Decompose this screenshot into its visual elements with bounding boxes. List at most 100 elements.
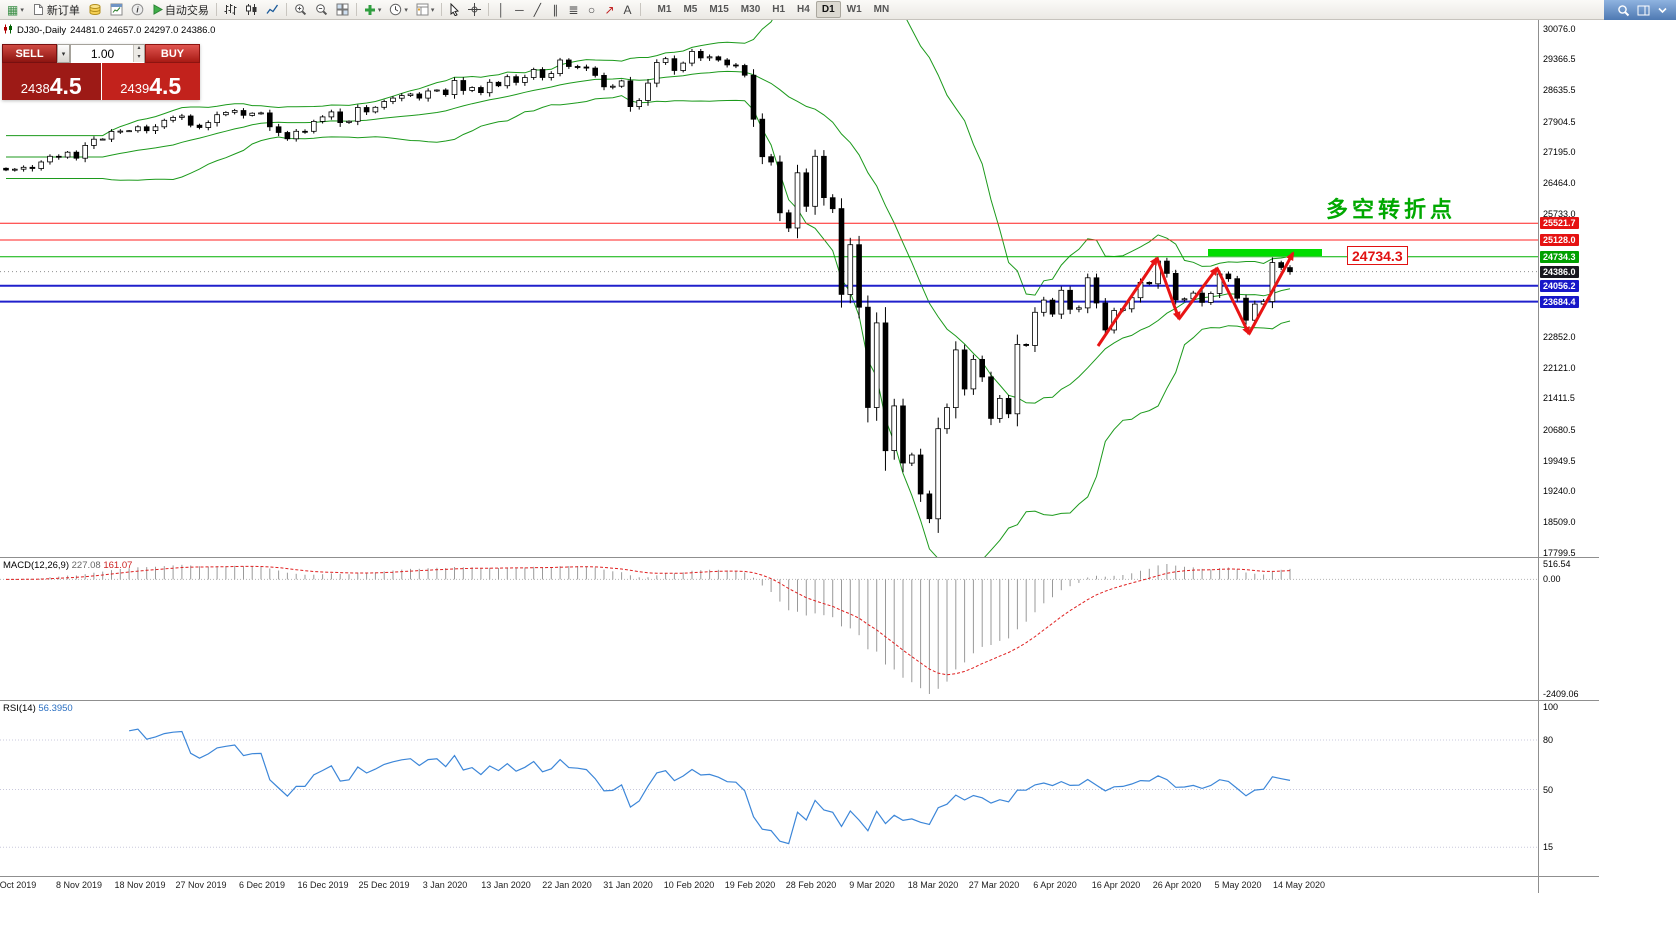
volume-increase-button[interactable]: ▴	[134, 45, 144, 54]
sell-price-prefix: 2438	[20, 80, 50, 96]
price-callout-label[interactable]: 24734.3	[1347, 246, 1408, 265]
collapse-toolbar-icon[interactable]	[1657, 5, 1668, 16]
zoom-out-button[interactable]	[311, 1, 332, 19]
date-label: 27 Nov 2019	[175, 880, 227, 890]
price-badge: 24056.2	[1540, 280, 1579, 292]
chart-annotation-text[interactable]: 多空转折点	[1326, 197, 1457, 222]
trendline-button[interactable]: ╱	[528, 1, 546, 19]
tile-windows-button[interactable]	[332, 1, 353, 19]
market-watch-button[interactable]	[84, 1, 106, 19]
timeframe-m1-button[interactable]: M1	[657, 4, 672, 15]
bollinger-middle-line	[6, 70, 1291, 404]
macd-rsi-separator[interactable]	[0, 700, 1599, 701]
vertical-line-icon: │	[497, 2, 506, 17]
rsi-line	[128, 728, 1291, 845]
timeframe-h1-button[interactable]: H1	[772, 4, 786, 15]
date-label: Oct 2019	[0, 880, 37, 890]
charts-grid-button[interactable]: ▦ ▾	[3, 1, 28, 19]
text-button[interactable]: A	[619, 1, 637, 19]
buy-button[interactable]: BUY	[145, 44, 200, 63]
arrows-button[interactable]: ↗	[600, 1, 618, 19]
horizontal-line-button[interactable]: ─	[510, 1, 528, 19]
timeframe-m15-button[interactable]: M15	[709, 4, 729, 15]
shapes-button[interactable]: ○	[582, 1, 600, 19]
macd-chart[interactable]	[0, 558, 1538, 700]
vertical-line-button[interactable]: │	[492, 1, 510, 19]
macd-histogram	[14, 564, 1291, 694]
price-axis-label: 26464.0	[1543, 178, 1576, 188]
macd-value: 227.08	[71, 560, 101, 571]
shapes-icon: ○	[587, 2, 596, 17]
timeframe-d1-button[interactable]: D1	[815, 1, 841, 18]
cursor-button[interactable]	[445, 1, 464, 19]
macd-axis-label: -2409.06	[1543, 689, 1579, 699]
new-order-button-label: 新订单	[46, 4, 80, 17]
price-axis[interactable]: 30076.0 29366.5 28635.5 27904.5 27195.0 26464…	[1538, 20, 1599, 893]
timeframe-m5-button[interactable]: M5	[683, 4, 698, 15]
sell-price-big-digits: 4.5	[49, 73, 82, 100]
macd-indicator-panel[interactable]: MACD(12,26,9) 227.08 161.07	[0, 558, 1538, 700]
candlestick-type-button[interactable]	[241, 1, 262, 19]
volume-input[interactable]	[71, 45, 144, 63]
toolbar-right-controls	[1604, 0, 1676, 20]
price-axis-label: 29366.5	[1543, 54, 1576, 64]
rsi-name: RSI(14)	[3, 703, 36, 714]
toolbar-separator	[285, 3, 287, 16]
date-axis[interactable]: Oct 2019 8 Nov 2019 18 Nov 2019 27 Nov 2019…	[0, 877, 1538, 893]
timeframe-h4-button[interactable]: H4	[797, 4, 810, 15]
timeframe-w1-button[interactable]: W1	[846, 4, 862, 15]
price-axis-label: 30076.0	[1543, 24, 1576, 34]
line-chart-type-button[interactable]	[262, 1, 283, 19]
charts-grid-icon: ▦	[7, 2, 19, 17]
search-icon[interactable]	[1617, 4, 1630, 17]
rsi-chart[interactable]	[0, 701, 1538, 876]
info-button[interactable]: i	[127, 1, 148, 19]
templates-button[interactable]: ▾	[412, 1, 439, 19]
buy-price-prefix: 2439	[120, 80, 150, 96]
price-badge: 25128.0	[1540, 234, 1579, 246]
price-axis-label: 19949.5	[1543, 456, 1576, 466]
arrows-icon: ↗	[604, 2, 615, 17]
timeframe-m30-button[interactable]: M30	[740, 4, 761, 15]
chart-macd-separator[interactable]	[0, 557, 1599, 558]
buy-price-big-digits: 4.5	[149, 73, 182, 100]
timeframe-toolbar: M1 M5 M15 M30 H1 H4 D1 W1 MN	[652, 0, 896, 20]
zoom-in-button[interactable]	[290, 1, 311, 19]
candles-layer	[3, 48, 1293, 533]
candlestick-chart[interactable]	[0, 20, 1538, 557]
date-label: 10 Feb 2020	[663, 880, 715, 890]
timeframe-mn-button[interactable]: MN	[873, 4, 890, 15]
periods-button[interactable]: ▾	[385, 1, 412, 19]
buy-price-display[interactable]: 2439 4.5	[101, 63, 200, 100]
price-axis-label: 18509.0	[1543, 517, 1576, 527]
trend-zigzag-arrows[interactable]	[1096, 251, 1295, 347]
chart-window-button[interactable]	[106, 1, 127, 19]
rsi-indicator-panel[interactable]: RSI(14) 56.3950	[0, 701, 1538, 876]
macd-signal-value: 161.07	[103, 560, 133, 571]
price-axis-label: 17799.5	[1543, 548, 1576, 558]
price-chart-area[interactable]	[0, 20, 1538, 557]
crosshair-button[interactable]	[464, 1, 485, 19]
chart-icon	[3, 24, 13, 37]
date-label: 19 Feb 2020	[724, 880, 776, 890]
channel-button[interactable]: ∥	[546, 1, 564, 19]
caret-down-icon: ▾	[430, 6, 435, 14]
sell-price-display[interactable]: 2438 4.5	[2, 63, 101, 100]
indicators-button[interactable]: ▾	[360, 1, 386, 19]
new-order-button[interactable]: 新订单	[28, 1, 84, 19]
date-label: 18 Mar 2020	[907, 880, 959, 890]
price-badge: 25521.7	[1540, 217, 1579, 229]
date-label: 27 Mar 2020	[968, 880, 1020, 890]
bar-chart-type-button[interactable]	[220, 1, 241, 19]
sell-button[interactable]: SELL	[2, 44, 57, 63]
volume-dropdown-button[interactable]: ▾	[57, 44, 70, 63]
highlight-bar[interactable]	[1208, 249, 1322, 256]
fibonacci-button[interactable]: ≣	[564, 1, 582, 19]
autotrade-button[interactable]: 自动交易	[148, 1, 213, 19]
price-axis-label: 25733.0	[1543, 209, 1576, 219]
horizontal-line-icon: ─	[515, 2, 524, 17]
chart-ohlc-title: DJ30-,Daily 24481.0 24657.0 24297.0 2438…	[3, 24, 215, 37]
svg-text:i: i	[136, 6, 139, 15]
volume-decrease-button[interactable]: ▾	[134, 53, 144, 62]
panel-toggle-icon[interactable]	[1637, 5, 1650, 16]
